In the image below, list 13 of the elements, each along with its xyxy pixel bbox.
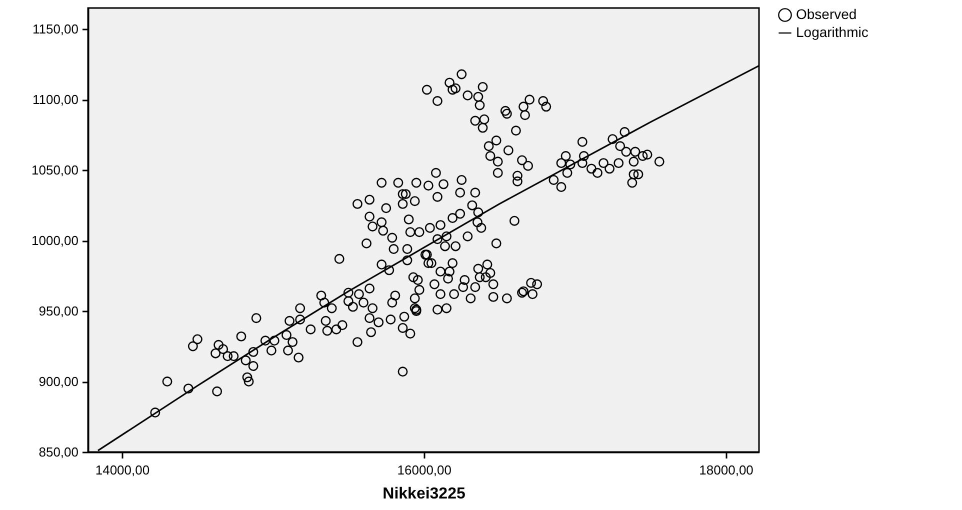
y-tick-label: 850,00	[38, 444, 78, 460]
y-tick-label: 950,00	[38, 304, 78, 319]
legend-label: Logarithmic	[796, 24, 868, 40]
x-tick-label: 16000,00	[397, 462, 452, 478]
x-tick-label: 14000,00	[95, 462, 150, 478]
x-tick-label: 18000,00	[699, 462, 754, 478]
legend-label: Observed	[796, 6, 857, 22]
y-tick-label: 1150,00	[32, 22, 78, 37]
y-tick-label: 900,00	[38, 374, 78, 390]
y-tick-label: 1050,00	[32, 162, 78, 178]
y-tick-label: 1000,00	[32, 233, 78, 248]
y-tick-label: 1100,00	[32, 92, 78, 108]
x-axis-title: Nikkei3225	[382, 486, 466, 502]
